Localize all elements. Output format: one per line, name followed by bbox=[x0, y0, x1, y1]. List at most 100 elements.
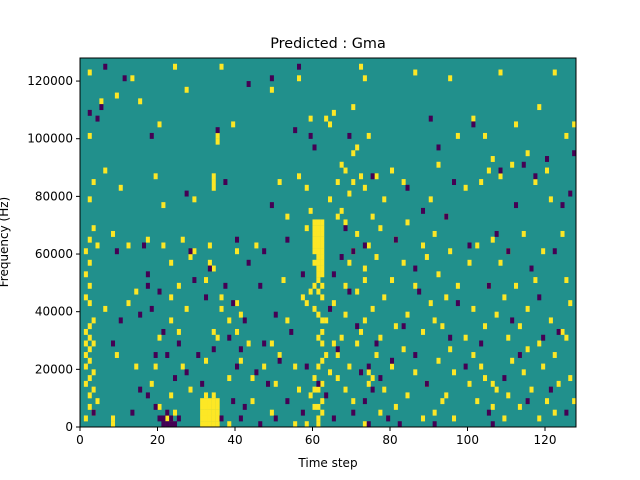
heatmap-cell-high bbox=[87, 346, 92, 353]
heatmap-cell-low bbox=[413, 265, 418, 272]
heatmap-cell-high bbox=[87, 392, 92, 399]
heatmap-cell-high bbox=[475, 242, 480, 249]
heatmap-cell-high bbox=[312, 242, 317, 249]
heatmap-cell-low bbox=[366, 363, 371, 370]
heatmap-cell-high bbox=[215, 403, 220, 410]
heatmap-cell-low bbox=[223, 282, 228, 289]
heatmap-cell-low bbox=[545, 156, 550, 162]
heatmap-cell-high bbox=[138, 98, 143, 105]
heatmap-cell-low bbox=[242, 403, 247, 410]
heatmap-cell-high bbox=[114, 92, 119, 99]
heatmap-cell-low bbox=[556, 328, 561, 335]
heatmap-cell-high bbox=[250, 398, 255, 405]
heatmap-cell-high bbox=[479, 363, 484, 370]
heatmap-cell-low bbox=[246, 259, 251, 266]
heatmap-cell-high bbox=[281, 277, 286, 284]
heatmap-cell-low bbox=[142, 242, 147, 249]
heatmap-cell-high bbox=[231, 121, 236, 128]
heatmap-cell-high bbox=[207, 415, 212, 422]
heatmap-cell-high bbox=[180, 236, 185, 243]
heatmap-cell-high bbox=[176, 328, 181, 335]
heatmap-cell-high bbox=[545, 167, 550, 174]
heatmap-cell-high bbox=[91, 340, 96, 347]
heatmap-cell-high bbox=[211, 403, 216, 410]
x-tick-label: 20 bbox=[150, 433, 165, 447]
heatmap-cell-high bbox=[339, 334, 344, 341]
heatmap-cell-high bbox=[440, 398, 445, 405]
heatmap-cell-high bbox=[374, 254, 379, 260]
heatmap-cell-high bbox=[207, 398, 212, 405]
heatmap-cell-high bbox=[331, 300, 336, 307]
heatmap-cell-high bbox=[316, 363, 321, 370]
heatmap-cell-high bbox=[153, 173, 158, 180]
heatmap-cell-low bbox=[393, 236, 398, 243]
heatmap-cell-high bbox=[483, 375, 488, 382]
heatmap-cell-high bbox=[436, 357, 441, 364]
heatmap-cell-high bbox=[560, 230, 565, 237]
heatmap-cell-high bbox=[331, 340, 336, 347]
heatmap-cell-high bbox=[87, 375, 92, 382]
heatmap-cell-high bbox=[328, 369, 333, 376]
heatmap-cell-high bbox=[169, 317, 174, 324]
heatmap-cell-high bbox=[533, 179, 538, 185]
heatmap-cell-high bbox=[378, 409, 383, 416]
heatmap-cell-low bbox=[533, 173, 538, 180]
heatmap-cell-low bbox=[235, 363, 240, 370]
heatmap-cell-high bbox=[227, 421, 232, 428]
heatmap-cell-low bbox=[366, 421, 371, 428]
heatmap-cell-high bbox=[378, 334, 383, 341]
heatmap-cell-high bbox=[382, 196, 387, 203]
heatmap-cell-high bbox=[169, 294, 174, 301]
heatmap-cell-high bbox=[568, 300, 573, 307]
heatmap-cell-low bbox=[370, 173, 375, 180]
heatmap-cell-high bbox=[312, 259, 317, 266]
heatmap-cell-high bbox=[149, 380, 154, 387]
heatmap-cell-high bbox=[324, 352, 329, 358]
heatmap-cell-high bbox=[207, 409, 212, 416]
heatmap-cell-high bbox=[219, 63, 224, 70]
heatmap-cell-high bbox=[483, 132, 488, 139]
heatmap-cell-low bbox=[401, 323, 406, 330]
heatmap-cell-high bbox=[161, 202, 166, 209]
heatmap-cell-high bbox=[91, 369, 96, 376]
heatmap-cell-high bbox=[467, 380, 472, 387]
heatmap-cell-high bbox=[83, 380, 88, 387]
heatmap-cell-high bbox=[312, 403, 317, 410]
heatmap-cell-low bbox=[207, 265, 212, 272]
heatmap-cell-high bbox=[211, 184, 216, 191]
heatmap-cell-high bbox=[370, 213, 375, 220]
heatmap-cell-high bbox=[297, 386, 302, 393]
heatmap-cell-high bbox=[316, 415, 321, 422]
heatmap-cell-low bbox=[157, 288, 162, 295]
heatmap-cell-high bbox=[324, 115, 329, 122]
heatmap-cell-low bbox=[359, 369, 364, 376]
heatmap-cell-high bbox=[343, 311, 348, 318]
y-tick-label: 100000 bbox=[27, 132, 73, 146]
heatmap-cell-low bbox=[308, 132, 313, 139]
heatmap-cell-low bbox=[397, 421, 402, 428]
heatmap-cell-low bbox=[548, 386, 553, 393]
heatmap-cell-low bbox=[537, 294, 542, 301]
heatmap-cell-high bbox=[87, 132, 92, 139]
heatmap-cell-low bbox=[169, 415, 174, 422]
heatmap-cell-low bbox=[421, 207, 426, 214]
heatmap-cell-high bbox=[130, 75, 135, 82]
heatmap-cell-high bbox=[293, 421, 298, 428]
heatmap-cell-low bbox=[413, 352, 418, 358]
heatmap-cell-high bbox=[83, 415, 88, 422]
heatmap-cell-high bbox=[568, 375, 573, 382]
heatmap-cell-high bbox=[502, 294, 507, 301]
heatmap-cell-low bbox=[455, 300, 460, 307]
heatmap-cell-high bbox=[87, 357, 92, 364]
heatmap-cell-high bbox=[320, 236, 325, 243]
heatmap-cell-high bbox=[525, 346, 530, 353]
heatmap-cell-high bbox=[498, 69, 503, 76]
heatmap-cell-low bbox=[111, 340, 116, 347]
heatmap-cell-high bbox=[246, 340, 251, 347]
heatmap-cell-high bbox=[204, 421, 209, 428]
heatmap-cell-high bbox=[91, 179, 96, 185]
x-tick-label: 40 bbox=[227, 433, 242, 447]
heatmap-cell-high bbox=[494, 311, 499, 318]
heatmap-cell-low bbox=[448, 334, 453, 341]
heatmap-cell-low bbox=[145, 282, 150, 289]
